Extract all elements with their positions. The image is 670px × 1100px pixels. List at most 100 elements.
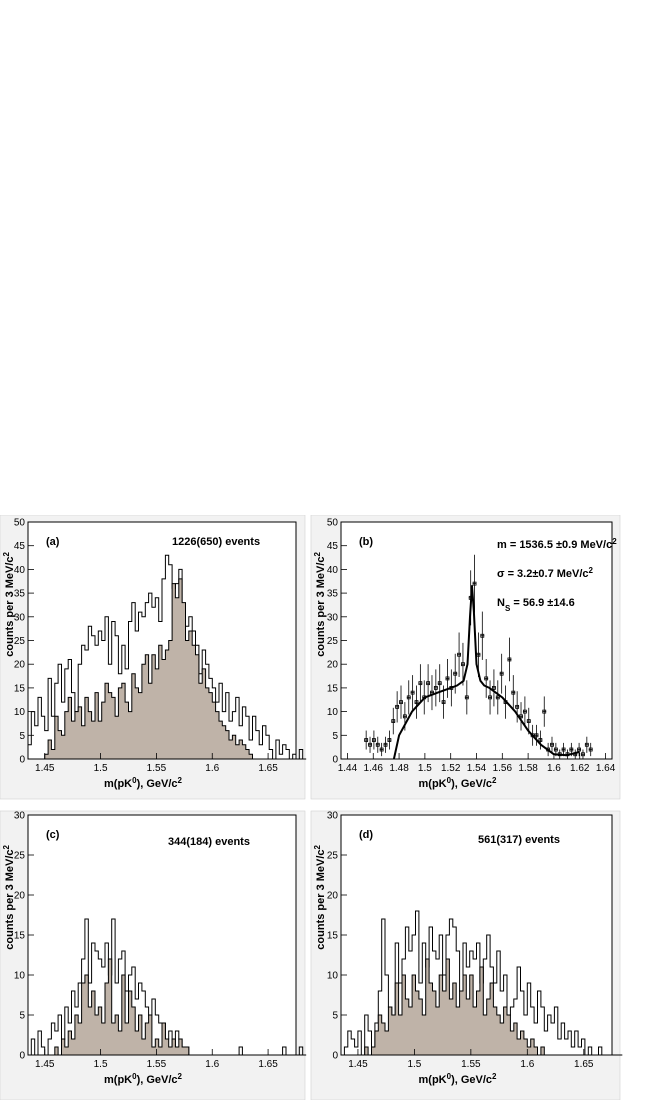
point-marker (464, 695, 469, 700)
x-tick-label: 1.6 (205, 1059, 219, 1070)
y-tick-label: 0 (19, 1051, 25, 1062)
y-tick-label: 0 (332, 1051, 338, 1062)
data-point (368, 736, 372, 753)
x-tick-label: 1.65 (258, 1059, 278, 1070)
point-marker (588, 747, 593, 752)
data-point (410, 675, 415, 711)
data-point (437, 664, 442, 703)
x-tick-label: 1.65 (258, 763, 278, 774)
point-marker (461, 662, 465, 667)
point-marker (433, 685, 438, 690)
point-marker (395, 704, 400, 709)
data-point (457, 632, 462, 677)
y-tick-label: 10 (14, 971, 26, 982)
y-tick-label: 30 (14, 612, 26, 623)
x-axis-title: m(pK0), GeV/c2 (419, 1072, 498, 1087)
point-marker (372, 738, 376, 742)
data-point (433, 669, 438, 707)
panel-d: 0 5 10 15 20 25 30 1.45 1.5 1.55 1.6 1.65 m(pK0), Ge… (310, 811, 623, 1100)
data-point (418, 664, 423, 703)
point-marker (534, 733, 539, 738)
point-marker (492, 685, 496, 690)
point-marker (453, 671, 458, 676)
point-marker (402, 714, 407, 719)
point-marker (387, 738, 392, 742)
point-marker (577, 747, 581, 752)
data-point (577, 742, 582, 757)
y-tick-label: 20 (14, 660, 26, 671)
panel-label: (d) (359, 829, 373, 841)
data-point (399, 685, 403, 719)
data-point (391, 707, 396, 735)
y-axis-title: counts per 3 MeV/c2 (2, 844, 17, 949)
data-point (515, 691, 520, 723)
point-marker (472, 581, 477, 586)
point-marker (550, 742, 554, 747)
y-tick-label: 10 (327, 971, 339, 982)
data-point (445, 658, 450, 698)
y-tick-label: 0 (332, 755, 338, 766)
y-tick-label: 30 (14, 811, 26, 822)
plot-area (341, 522, 612, 759)
y-tick-label: 5 (332, 731, 338, 742)
x-tick-label: 1.55 (147, 763, 167, 774)
point-marker (414, 700, 419, 705)
fit-curve (392, 585, 580, 760)
data-point (581, 749, 585, 759)
y-tick-label: 10 (14, 707, 26, 718)
point-marker (399, 700, 403, 705)
x-tick-label: 1.6 (547, 763, 561, 774)
point-marker (526, 719, 531, 723)
point-marker (457, 652, 461, 657)
point-marker (499, 671, 504, 676)
y-tick-label: 30 (327, 811, 339, 822)
y-tick-label: 35 (327, 589, 339, 600)
fit-signal-note: NS = 56.9 ±14.6 (497, 597, 575, 613)
data-point (561, 742, 566, 757)
panel-label: (b) (359, 536, 373, 548)
y-axis-title: counts per 3 MeV/c2 (313, 844, 328, 949)
x-tick-label: 1.64 (596, 763, 616, 774)
data-point (495, 680, 500, 715)
y-tick-label: 50 (327, 518, 339, 529)
x-tick-label: 1.65 (574, 1059, 594, 1070)
y-tick-label: 25 (14, 636, 26, 647)
data-point (414, 685, 419, 719)
data-point (538, 730, 543, 750)
data-point (406, 680, 411, 715)
y-tick-label: 15 (327, 683, 339, 694)
data-point (375, 736, 380, 753)
y-tick-label: 15 (14, 683, 26, 694)
data-point (584, 736, 589, 753)
point-marker (437, 681, 442, 686)
data-point (488, 680, 492, 715)
event-count-note: 344(184) events (168, 836, 250, 848)
point-marker (507, 657, 512, 662)
x-axis-title: m(pK0), GeV/c2 (104, 776, 183, 791)
histogram-outline-series (27, 554, 307, 760)
x-tick-label: 1.5 (418, 763, 432, 774)
y-axis-title: counts per 3 MeV/c2 (313, 551, 328, 656)
data-point (550, 736, 554, 753)
point-marker (418, 681, 423, 686)
y-tick-label: 20 (327, 891, 339, 902)
point-marker (511, 690, 516, 695)
data-point (464, 680, 469, 715)
y-tick-label: 20 (14, 891, 26, 902)
point-marker (383, 742, 388, 747)
panel-label: (a) (46, 536, 60, 548)
data-point (522, 696, 527, 727)
data-point (499, 653, 504, 694)
y-tick-label: 25 (327, 851, 339, 862)
y-tick-label: 35 (14, 589, 26, 600)
x-tick-label: 1.44 (338, 763, 358, 774)
point-marker (488, 695, 492, 700)
y-tick-label: 15 (327, 931, 339, 942)
point-marker (426, 681, 431, 686)
x-tick-label: 1.5 (94, 763, 108, 774)
histogram-outline-series (341, 910, 623, 1056)
event-count-note: 561(317) events (478, 834, 560, 846)
point-marker (569, 747, 574, 752)
x-tick-label: 1.52 (441, 763, 461, 774)
